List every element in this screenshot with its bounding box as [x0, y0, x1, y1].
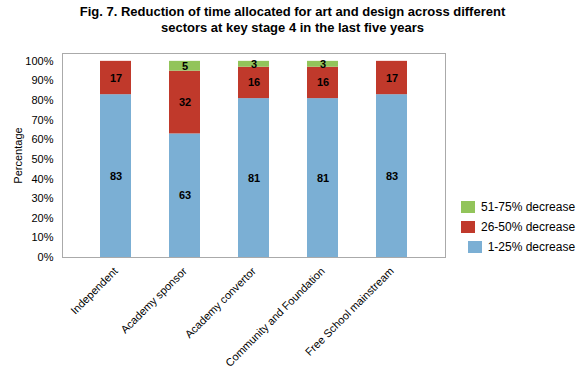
- svg-text:17: 17: [386, 71, 398, 83]
- svg-text:80%: 80%: [31, 94, 53, 106]
- svg-text:50%: 50%: [31, 152, 53, 164]
- html-text:Fig. 7. Reduction of time allo: Fig. 7. Reduction of time allocated for …: [79, 4, 506, 36]
- svg-text:Free School mainstream: Free School mainstream: [303, 264, 396, 357]
- svg-text:30%: 30%: [31, 192, 53, 204]
- svg-text:Academy sponsor: Academy sponsor: [118, 264, 189, 335]
- svg-text:60%: 60%: [31, 133, 53, 145]
- svg-text:81: 81: [317, 171, 329, 183]
- svg-text:Independent: Independent: [68, 264, 120, 316]
- svg-text:83: 83: [386, 169, 398, 181]
- svg-text:0%: 0%: [38, 251, 54, 263]
- svg-text:100%: 100%: [25, 54, 53, 66]
- svg-text:40%: 40%: [31, 172, 53, 184]
- svg-text:Community and Foundation: Community and Foundation: [222, 264, 327, 369]
- svg-text:Percentage: Percentage: [12, 127, 24, 183]
- svg-text:10%: 10%: [31, 231, 53, 243]
- svg-text:Academy convertor: Academy convertor: [182, 264, 258, 340]
- svg-text:20%: 20%: [31, 211, 53, 223]
- svg-text:90%: 90%: [31, 74, 53, 86]
- html-text:51-75% decrease: 51-75% decrease: [481, 199, 576, 214]
- svg-text:70%: 70%: [31, 113, 53, 125]
- svg-text:17: 17: [110, 71, 122, 83]
- html-text:26-50% decrease: 26-50% decrease: [481, 219, 576, 234]
- svg-text:81: 81: [248, 171, 260, 183]
- svg-text:63: 63: [179, 189, 191, 201]
- svg-text:3: 3: [320, 57, 326, 69]
- svg-text:83: 83: [110, 169, 122, 181]
- html-text:1-25% decrease: 1-25% decrease: [487, 239, 576, 254]
- svg-text:16: 16: [317, 76, 329, 88]
- svg-text:5: 5: [182, 59, 188, 71]
- svg-text:32: 32: [179, 96, 191, 108]
- svg-text:16: 16: [248, 76, 260, 88]
- svg-text:3: 3: [251, 57, 257, 69]
